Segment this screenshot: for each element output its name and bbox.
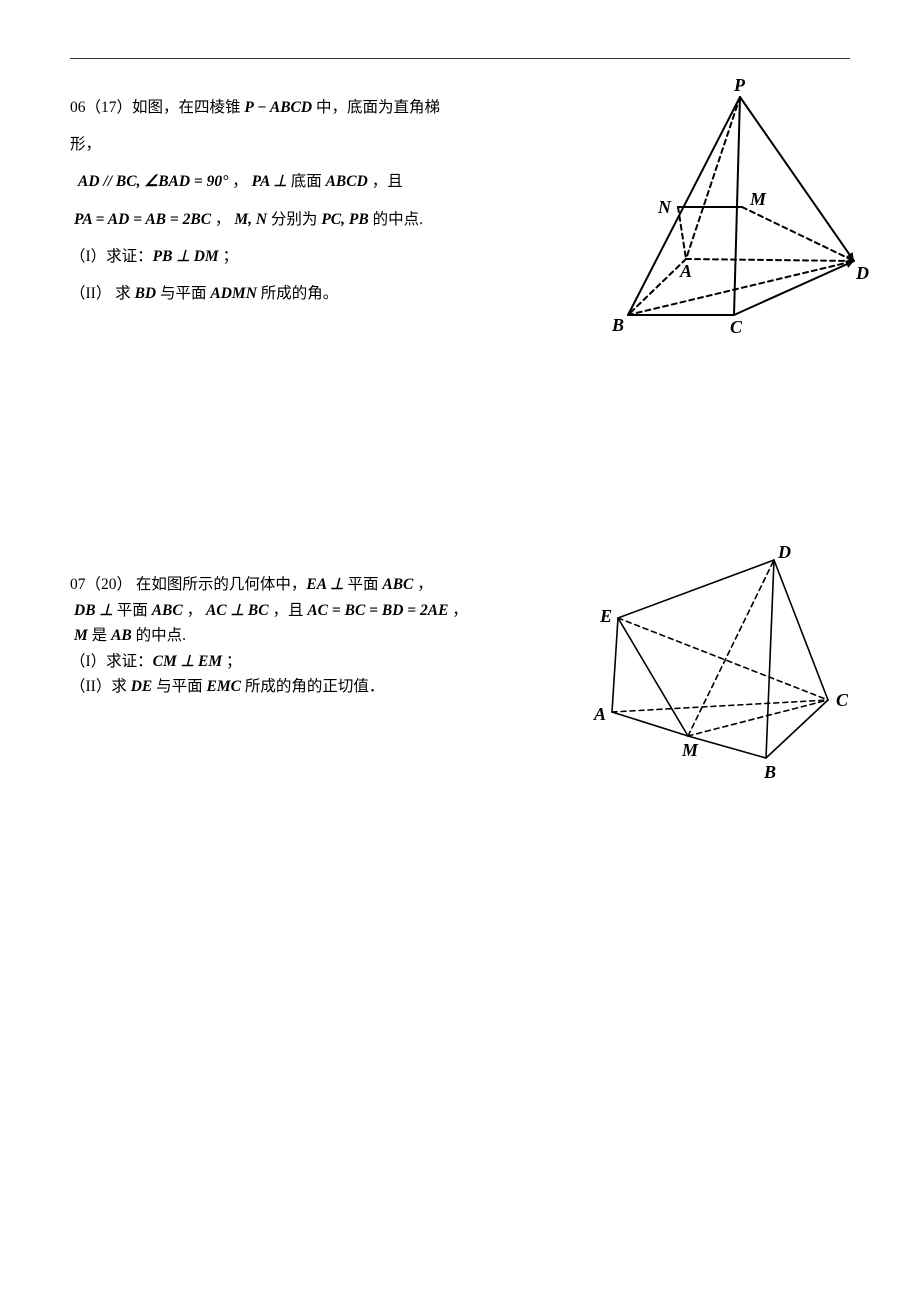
p2-l2f: ，且: [272, 602, 303, 619]
p1-l2mid: ，: [232, 173, 251, 190]
p2-q2d: EMC: [207, 678, 245, 695]
p2-line2: DB ⊥ 平面 ABC ， AC ⊥ BC ，且 AC = BC = BD = …: [70, 598, 490, 624]
p2-q2a: （II）求: [70, 678, 131, 695]
p1-l2c: ABCD: [322, 173, 372, 190]
p1-l2b-cn: 底面: [291, 173, 322, 190]
svg-text:D: D: [855, 263, 869, 283]
p2-l3d: 的中点.: [136, 627, 186, 644]
p2-l2e: AC ⊥ BC: [206, 602, 272, 619]
p1-q1: （I）求证：PB ⊥ DM ；: [70, 238, 490, 275]
page: 06（17）如图，在四棱锥 P − ABCD 中，底面为直角梯 形， AD //…: [0, 0, 920, 1020]
p1-line1: 06（17）如图，在四棱锥 P − ABCD 中，底面为直角梯: [70, 89, 490, 126]
p2-line3: M 是 AB 的中点.: [70, 623, 490, 649]
svg-text:P: P: [733, 79, 746, 95]
p2-q1c: ；: [222, 653, 241, 670]
p1-q2c: 与平面: [160, 285, 210, 302]
p1-q2: （II） 求 BD 与平面 ADMN 所成的角。: [70, 275, 490, 312]
p2-q1b: CM ⊥ EM: [153, 653, 223, 670]
svg-text:N: N: [657, 197, 672, 217]
svg-text:C: C: [730, 317, 743, 337]
p2-l2b: 平面: [117, 602, 148, 619]
solid-svg: E D A M B C: [560, 532, 860, 792]
p1-l3c: 分别为: [271, 211, 318, 228]
top-rule: [70, 58, 850, 59]
p1-q1b: PB ⊥ DM: [153, 248, 219, 265]
p1-q1c: ；: [219, 248, 238, 265]
p2-num: 07（20）: [70, 576, 132, 593]
p2-q2b: DE: [131, 678, 156, 695]
p1-l2end: ，且: [372, 173, 403, 190]
p1-line3: PA = AD = AB = 2BC ， M, N 分别为 PC, PB 的中点…: [70, 201, 490, 238]
p1-intro1: 如图，在四棱锥: [132, 99, 244, 116]
svg-text:D: D: [777, 542, 791, 562]
p2-line1: 07（20） 在如图所示的几何体中，EA ⊥ 平面 ABC ，: [70, 572, 490, 598]
p2-l2a: DB ⊥: [74, 602, 117, 619]
problem1-text: 06（17）如图，在四棱锥 P − ABCD 中，底面为直角梯 形， AD //…: [70, 89, 490, 312]
p1-q1a: （I）求证：: [70, 248, 153, 265]
svg-text:M: M: [749, 189, 767, 209]
p1-l2a: AD // BC, ∠BAD = 90°: [78, 173, 232, 190]
figure-solid: E D A M B C: [560, 532, 860, 797]
p1-l3e: 的中点.: [373, 211, 423, 228]
p1-q2d: ADMN: [210, 285, 260, 302]
p1-q2b: BD: [135, 285, 160, 302]
p1-intro2: 中，底面为直角梯: [312, 99, 440, 116]
p1-num: 06（17）: [70, 99, 132, 116]
p2-intro1: 在如图所示的几何体中，: [132, 576, 306, 593]
p2-l1a: EA ⊥: [306, 576, 347, 593]
p2-l2d: ，: [187, 602, 206, 619]
svg-text:B: B: [763, 762, 776, 782]
p1-l3mid: ，: [215, 211, 234, 228]
p2-l2c: ABC: [148, 602, 187, 619]
p1-q2e: 所成的角。: [261, 285, 339, 302]
p2-l3c: AB: [111, 627, 136, 644]
svg-text:B: B: [611, 315, 624, 335]
svg-text:A: A: [593, 704, 606, 724]
p2-l3a: M: [74, 627, 92, 644]
svg-text:A: A: [679, 261, 692, 281]
p2-q1: （I）求证：CM ⊥ EM ；: [70, 649, 490, 675]
p1-l2b: PA ⊥: [252, 173, 291, 190]
figure-pyramid: P N M A B C D: [570, 79, 870, 344]
p2-q2: （II）求 DE 与平面 EMC 所成的角的正切值．: [70, 674, 490, 700]
p1-q2a: （II） 求: [70, 285, 135, 302]
problem-06-17: 06（17）如图，在四棱锥 P − ABCD 中，底面为直角梯 形， AD //…: [70, 89, 850, 312]
p1-l3b: M, N: [234, 211, 271, 228]
svg-text:E: E: [599, 606, 612, 626]
p2-l1b: 平面: [347, 576, 378, 593]
svg-text:C: C: [836, 690, 849, 710]
pyramid-svg: P N M A B C D: [570, 79, 870, 339]
p2-q1a: （I）求证：: [70, 653, 153, 670]
p2-q2e: 所成的角的正切值．: [245, 678, 385, 695]
p1-line2: AD // BC, ∠BAD = 90° ， PA ⊥ 底面 ABCD ，且: [70, 163, 490, 200]
p1-intro3: 形，: [70, 126, 490, 163]
problem2-text: 07（20） 在如图所示的几何体中，EA ⊥ 平面 ABC ， DB ⊥ 平面 …: [70, 572, 490, 700]
p2-l3b: 是: [92, 627, 111, 644]
p1-l3a: PA = AD = AB = 2BC: [74, 211, 215, 228]
svg-text:M: M: [681, 740, 699, 760]
p2-l2h: ，: [452, 602, 468, 619]
p2-l1d: ，: [417, 576, 433, 593]
problem-07-20: 07（20） 在如图所示的几何体中，EA ⊥ 平面 ABC ， DB ⊥ 平面 …: [70, 572, 850, 700]
p1-l3d: PC, PB: [317, 211, 372, 228]
p2-l2g: AC = BC = BD = 2AE: [303, 602, 452, 619]
p2-l1c: ABC: [379, 576, 418, 593]
p2-q2c: 与平面: [156, 678, 206, 695]
p1-pyramid: P − ABCD: [244, 99, 312, 116]
